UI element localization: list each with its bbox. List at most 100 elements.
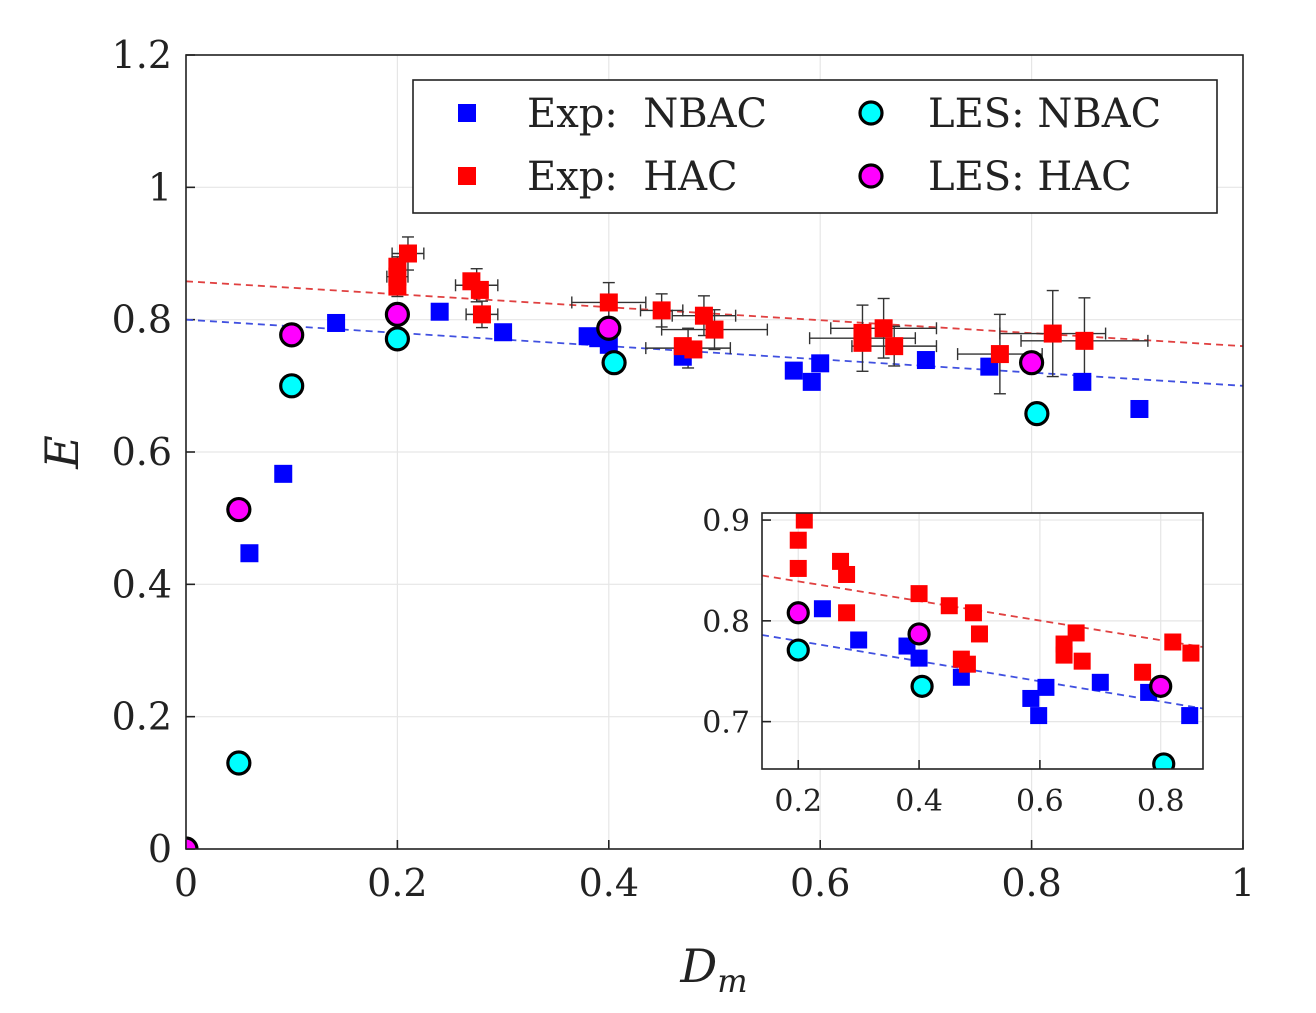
main-point-les-hac <box>279 322 305 348</box>
inset-point-les-nbac <box>786 638 810 662</box>
main-point-exp-hac <box>1043 324 1062 343</box>
legend-entry-les-hac: LES: HAC <box>858 154 1132 200</box>
main-point-exp-nbac <box>327 313 346 332</box>
x-axis-title-main: D <box>679 939 717 993</box>
main-y-tick-label: 1 <box>148 165 172 209</box>
main-point-exp-hac <box>874 319 893 338</box>
inset-point-exp-nbac <box>910 649 928 667</box>
main-point-exp-hac <box>694 306 713 325</box>
main-axes-frame <box>185 54 1244 850</box>
inset-point-exp-nbac <box>850 631 868 649</box>
main-point-exp-hac <box>599 293 618 312</box>
main-point-exp-hac <box>398 244 417 263</box>
inset-point-exp-nbac <box>1091 673 1109 691</box>
main-series-exp-nbac <box>240 302 1149 563</box>
main-point-exp-hac <box>853 333 872 352</box>
inset-series-les-hac <box>786 601 1173 698</box>
inset-series-les-nbac <box>786 638 1176 769</box>
inset-point-exp-hac <box>1055 646 1073 664</box>
inset-series-exp-hac <box>789 513 1200 681</box>
inset-plot: 0.2 0.4 0.6 0.8 0.7 0.8 0.9 <box>702 504 1204 819</box>
legend-entry-exp-hac: Exp: HAC <box>458 154 738 200</box>
main-x-tick-label: 0.6 <box>790 861 850 905</box>
inset-point-exp-hac <box>838 604 856 622</box>
main-y-tick-label: 0 <box>148 827 172 871</box>
main-point-exp-hac <box>1075 331 1094 350</box>
main-point-exp-nbac <box>802 372 821 391</box>
legend-label: LES: NBAC <box>928 91 1161 137</box>
inset-point-exp-hac <box>838 565 856 583</box>
main-point-les-hac <box>596 315 622 341</box>
inset-data-layer <box>762 513 1203 769</box>
inset-point-exp-hac <box>970 625 988 643</box>
main-point-les-nbac <box>1024 401 1050 427</box>
inset-point-exp-hac <box>789 531 807 549</box>
main-point-exp-nbac <box>1073 372 1092 391</box>
inset-x-tick-label: 0.6 <box>1016 784 1064 819</box>
inset-y-tick-label: 0.9 <box>702 504 750 539</box>
inset-point-exp-hac <box>1134 663 1152 681</box>
inset-axes-frame <box>761 512 1204 770</box>
main-point-les-nbac <box>226 750 252 776</box>
main-point-exp-hac <box>885 337 904 356</box>
legend-entry-exp-nbac: Exp: NBAC <box>458 91 767 137</box>
main-point-exp-nbac <box>599 335 618 354</box>
main-x-tick-label: 0.2 <box>367 861 427 905</box>
legend-marker <box>858 100 884 126</box>
main-point-les-nbac <box>384 326 410 352</box>
main-trend-line-1 <box>186 318 1243 387</box>
inset-point-exp-nbac <box>1037 678 1055 696</box>
inset-point-les-hac <box>1149 674 1173 698</box>
inset-point-exp-nbac <box>813 600 831 618</box>
main-series-les-nbac <box>226 326 1050 776</box>
inset-y-tick-label: 0.8 <box>702 605 750 640</box>
main-point-les-hac <box>384 301 410 327</box>
main-point-exp-nbac <box>1130 399 1149 418</box>
main-x-tick-label: 1 <box>1231 861 1255 905</box>
legend-label: Exp: NBAC <box>527 91 767 137</box>
main-point-exp-nbac <box>274 464 293 483</box>
x-axis-title-subscript: m <box>717 962 747 1000</box>
inset-x-tick-label: 0.8 <box>1137 784 1185 819</box>
inset-point-les-nbac <box>910 674 934 698</box>
main-point-exp-hac <box>990 345 1009 364</box>
inset-point-exp-hac <box>1164 633 1182 651</box>
inset-point-les-hac <box>907 622 931 646</box>
legend: Exp: NBAC Exp: HAC LES: NBAC LES: HAC <box>412 79 1218 214</box>
main-point-exp-nbac <box>240 544 259 563</box>
legend-box <box>412 79 1218 214</box>
main-point-les-hac <box>1018 350 1045 376</box>
inset-point-exp-hac <box>789 559 807 577</box>
main-point-exp-nbac <box>430 302 449 321</box>
legend-label: Exp: HAC <box>527 154 738 200</box>
main-point-les-hac <box>186 836 199 849</box>
main-y-tick-label: 1.2 <box>112 33 172 77</box>
inset-point-exp-nbac <box>1181 707 1199 725</box>
main-x-tick-label: 0.8 <box>1001 861 1061 905</box>
legend-entry-les-nbac: LES: NBAC <box>858 91 1161 137</box>
main-y-tick-label: 0.8 <box>112 298 172 342</box>
x-axis-title: Dm <box>679 939 747 1000</box>
main-point-exp-hac <box>470 280 489 299</box>
inset-point-exp-hac <box>940 597 958 615</box>
inset-point-exp-hac <box>832 552 850 570</box>
inset-point-les-nbac <box>1152 752 1176 769</box>
y-axis-title: E <box>35 435 89 470</box>
inset-x-tick-label: 0.4 <box>895 784 943 819</box>
main-x-tick-label: 0 <box>174 861 198 905</box>
main-x-tick-label: 0.4 <box>579 861 639 905</box>
inset-trend-line-1 <box>762 634 1203 710</box>
legend-marker <box>858 163 884 189</box>
inset-x-tick-label: 0.2 <box>774 784 822 819</box>
main-point-les-nbac <box>279 373 305 399</box>
main-data-layer <box>186 236 1243 849</box>
main-y-tick-label: 0.4 <box>112 562 172 606</box>
inset-point-les-hac <box>786 601 810 625</box>
inset-point-exp-nbac <box>1030 707 1048 725</box>
inset-point-exp-hac <box>1182 644 1200 662</box>
main-point-les-hac <box>226 496 252 523</box>
inset-point-exp-nbac <box>1022 689 1040 707</box>
inset-point-exp-hac <box>958 655 976 673</box>
legend-marker <box>458 104 476 122</box>
